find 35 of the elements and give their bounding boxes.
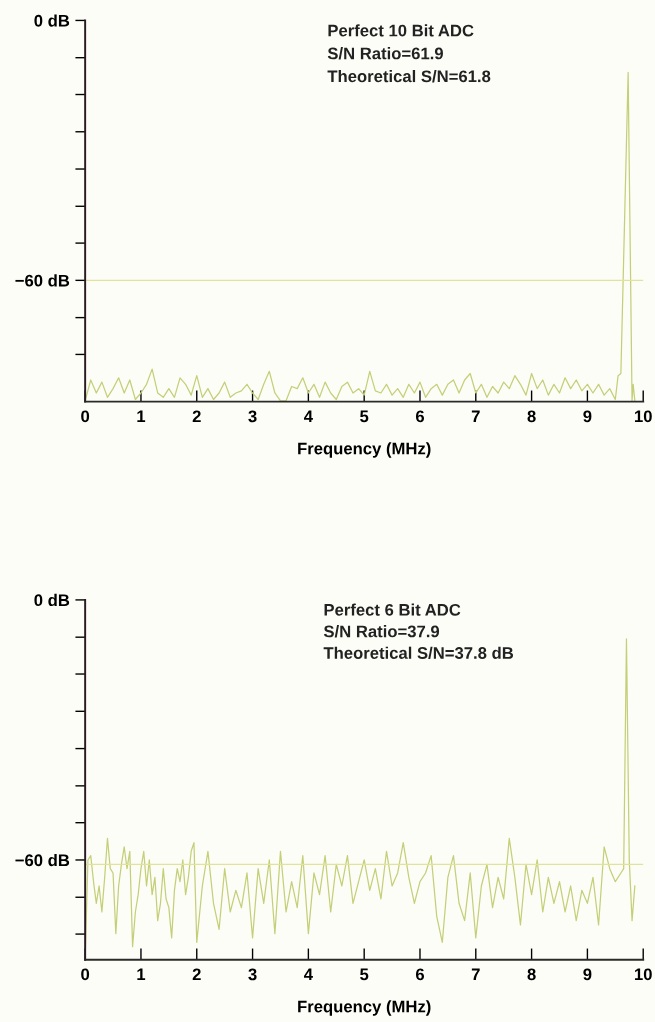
x-tick-label: 4 bbox=[303, 968, 313, 981]
x-tick-label: 7 bbox=[471, 968, 480, 981]
x-tick-label: 10 bbox=[634, 968, 652, 981]
x-tick-label: 7 bbox=[471, 410, 480, 423]
x-tick-label: 0 bbox=[81, 968, 90, 981]
y-tick-label: 0 dB bbox=[34, 14, 70, 27]
x-tick-label: 3 bbox=[248, 410, 257, 423]
x-tick-label: 1 bbox=[137, 410, 146, 423]
annotation: Perfect 6 Bit ADC bbox=[324, 603, 461, 616]
x-tick-label: 5 bbox=[360, 410, 369, 423]
annotation: Theoretical S/N=37.8 dB bbox=[323, 646, 514, 660]
x-tick-label: 2 bbox=[192, 968, 201, 981]
x-tick-label: 8 bbox=[527, 410, 536, 423]
x-tick-label: 2 bbox=[192, 410, 201, 423]
annotation: S/N Ratio=37.9 bbox=[323, 625, 440, 638]
x-tick-label: 9 bbox=[583, 968, 592, 981]
x-tick-label: 0 bbox=[81, 410, 90, 423]
y-tick-label: −60 dB bbox=[15, 274, 70, 287]
x-tick-label: 4 bbox=[303, 410, 313, 423]
annotation: S/N Ratio=61.9 bbox=[327, 47, 443, 60]
annotation: Theoretical S/N=61.8 bbox=[327, 70, 491, 83]
annotation: Perfect 10 Bit ADC bbox=[328, 24, 474, 37]
x-axis-title: Frequency (MHz) bbox=[298, 442, 431, 458]
y-tick-label: 0 dB bbox=[34, 593, 70, 607]
x-tick-label: 6 bbox=[415, 968, 425, 981]
x-tick-label: 5 bbox=[360, 968, 369, 981]
y-tick-label: −60 dB bbox=[15, 853, 70, 867]
line-series bbox=[85, 71, 636, 402]
x-tick-label: 9 bbox=[583, 410, 592, 423]
x-tick-label: 6 bbox=[415, 410, 425, 423]
x-tick-label: 3 bbox=[248, 968, 257, 981]
x-tick-label: 1 bbox=[137, 968, 146, 981]
x-tick-label: 8 bbox=[527, 968, 536, 981]
x-tick-label: 10 bbox=[634, 410, 652, 423]
x-axis-title: Frequency (MHz) bbox=[298, 1000, 431, 1016]
